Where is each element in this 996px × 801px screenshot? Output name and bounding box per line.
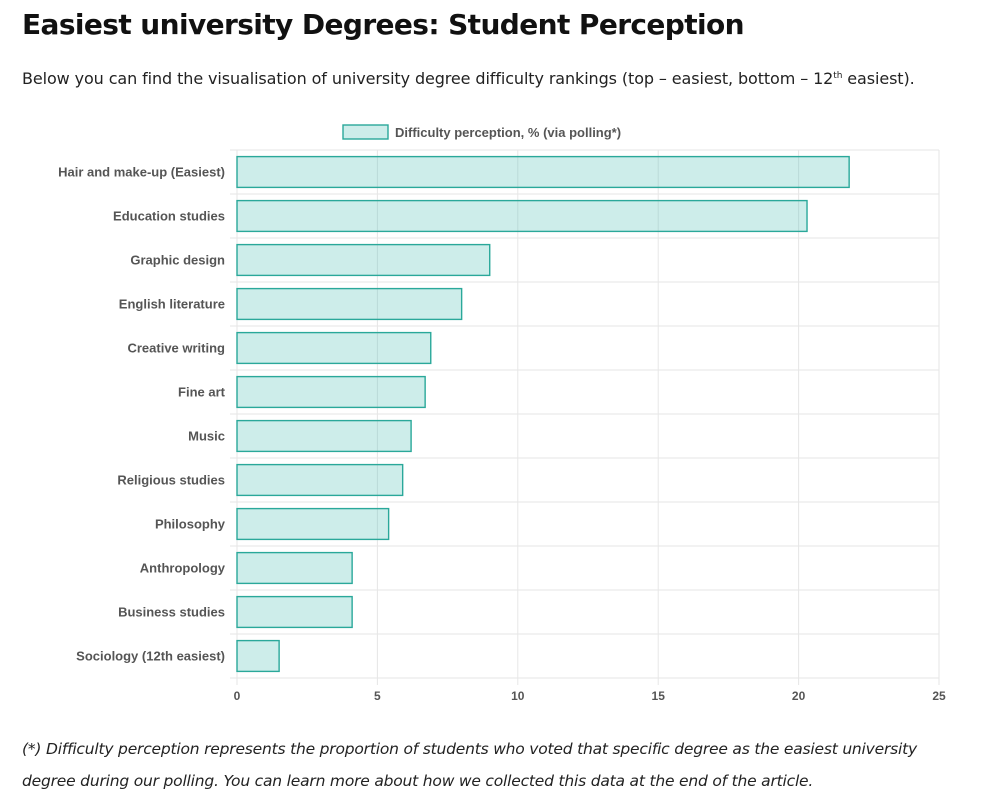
x-tick-label: 15 — [652, 689, 666, 703]
bar — [236, 199, 808, 233]
category-label: Education studies — [113, 209, 225, 224]
category-label: Fine art — [178, 385, 226, 400]
x-tick-label: 25 — [932, 689, 946, 703]
page-title: Easiest university Degrees: Student Perc… — [22, 8, 745, 41]
x-tick-label: 5 — [374, 689, 381, 703]
bar — [236, 551, 353, 585]
bar — [236, 331, 432, 365]
chart-svg: Difficulty perception, % (via polling*) … — [58, 124, 946, 703]
legend-label: Difficulty perception, % (via polling*) — [395, 125, 621, 140]
x-axis-ticks: 0 5 10 15 20 25 — [234, 689, 946, 703]
category-label: Music — [188, 429, 225, 444]
chart-bars — [236, 155, 850, 673]
bar — [236, 463, 404, 497]
bar — [236, 375, 426, 409]
chart-grid — [230, 149, 940, 685]
intro-prefix: Below you can find the visualisation of … — [22, 69, 834, 88]
bar — [236, 419, 412, 453]
category-label: English literature — [119, 297, 225, 312]
category-labels: Hair and make-up (Easiest) Education stud… — [58, 165, 226, 664]
x-tick-label: 0 — [234, 689, 241, 703]
intro-suffix: easiest). — [842, 69, 915, 88]
x-tick-label: 10 — [511, 689, 525, 703]
legend-swatch — [342, 124, 389, 140]
category-label: Creative writing — [127, 341, 225, 356]
bar — [236, 595, 353, 629]
category-label: Sociology (12th easiest) — [76, 649, 225, 664]
category-label: Graphic design — [130, 253, 225, 268]
category-label: Hair and make-up (Easiest) — [58, 165, 225, 180]
intro-text: Below you can find the visualisation of … — [22, 69, 915, 88]
bar — [236, 287, 463, 321]
category-label: Religious studies — [117, 473, 225, 488]
bar — [236, 507, 390, 541]
chart-legend: Difficulty perception, % (via polling*) — [342, 124, 621, 140]
footnote: (*) Difficulty perception represents the… — [22, 740, 917, 790]
bar — [236, 243, 491, 277]
bar-chart: Difficulty perception, % (via polling*) … — [0, 110, 996, 710]
x-tick-label: 20 — [792, 689, 806, 703]
category-label: Business studies — [118, 605, 225, 620]
intro-superscript: th — [833, 71, 843, 81]
bar — [236, 155, 850, 189]
category-label: Philosophy — [155, 517, 226, 532]
category-label: Anthropology — [140, 561, 226, 576]
bar — [236, 639, 280, 673]
